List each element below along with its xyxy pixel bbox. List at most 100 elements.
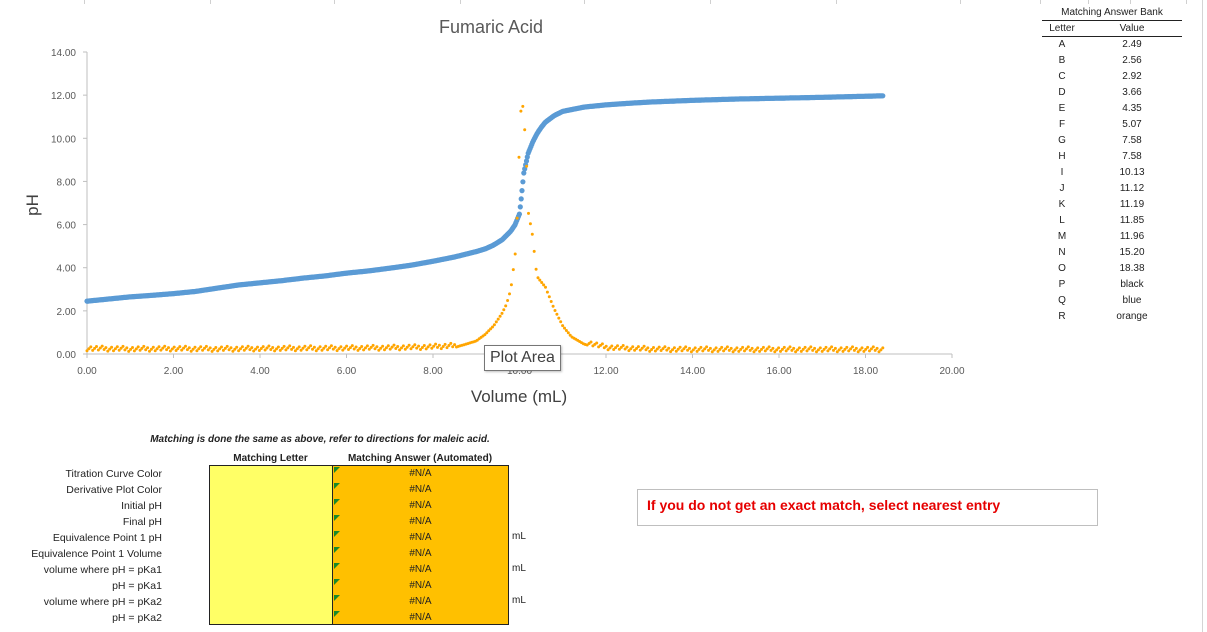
matching-unit (512, 609, 526, 625)
answer-bank-row[interactable]: N 15.20 (1042, 245, 1182, 261)
answer-bank-value: 2.92 (1122, 71, 1142, 82)
derivative-point (815, 350, 818, 354)
derivative-point (163, 344, 167, 348)
matching-answer-cell[interactable]: #N/A (333, 482, 508, 498)
answer-bank-letter: B (1058, 55, 1066, 66)
answer-bank-row[interactable]: A 2.49 (1042, 37, 1182, 53)
answer-bank-letter: E (1058, 103, 1066, 114)
x-tick-label: 12.00 (593, 366, 618, 377)
answer-bank-row[interactable]: K 11.19 (1042, 197, 1182, 213)
matching-answer-cell[interactable]: #N/A (333, 594, 508, 610)
derivative-point (731, 350, 735, 354)
derivative-series[interactable] (85, 104, 885, 354)
derivative-point (263, 348, 267, 352)
derivative-point (841, 349, 845, 353)
derivative-point (671, 348, 674, 352)
matching-unit (512, 577, 526, 593)
matching-answer-cell[interactable]: #N/A (333, 562, 508, 578)
answer-bank-row[interactable]: H 7.58 (1042, 149, 1182, 165)
derivative-point (792, 346, 796, 350)
message-textbox[interactable]: If you do not get an exact match, select… (637, 489, 1098, 526)
derivative-point (244, 346, 248, 350)
answer-bank-row[interactable]: D 3.66 (1042, 85, 1182, 101)
derivative-point (610, 344, 614, 348)
matching-answer-cell[interactable]: #N/A (333, 466, 508, 482)
derivative-point (837, 348, 841, 352)
derivative-point (566, 331, 570, 335)
derivative-point (688, 346, 691, 350)
derivative-point (280, 346, 284, 350)
derivative-point (805, 349, 809, 353)
matching-answer-cell[interactable]: #N/A (333, 578, 508, 594)
derivative-point (206, 348, 210, 352)
derivative-point (705, 345, 709, 349)
derivative-point (532, 249, 536, 253)
answer-bank-row[interactable]: M 11.96 (1042, 229, 1182, 245)
derivative-point (780, 347, 784, 351)
answer-bank-row[interactable]: F 5.07 (1042, 117, 1182, 133)
derivative-point (208, 346, 212, 350)
answer-bank-row[interactable]: B 2.56 (1042, 53, 1182, 69)
derivative-point (225, 344, 229, 348)
derivative-point (650, 348, 654, 351)
derivative-point (733, 348, 737, 352)
derivative-point (796, 348, 799, 352)
derivative-point (191, 347, 195, 351)
answer-bank-row[interactable]: J 11.12 (1042, 181, 1182, 197)
derivative-point (600, 342, 604, 346)
derivative-point (727, 348, 731, 352)
titration-curve-series[interactable] (84, 93, 886, 304)
x-tick-label: 20.00 (939, 366, 964, 377)
derivative-point (839, 346, 843, 350)
answer-bank-row[interactable]: O 18.38 (1042, 261, 1182, 277)
derivative-point (858, 348, 862, 352)
y-tick-label: 6.00 (57, 221, 77, 232)
error-indicator-icon (334, 467, 340, 473)
derivative-point (384, 346, 388, 350)
answer-bank-value: 7.58 (1122, 151, 1142, 162)
answer-bank-row[interactable]: L 11.85 (1042, 213, 1182, 229)
derivative-point (367, 347, 371, 351)
answer-bank-letter: L (1059, 215, 1065, 226)
derivative-point (96, 348, 100, 352)
derivative-point (754, 348, 758, 352)
derivative-point (210, 349, 214, 353)
derivative-point (108, 347, 112, 351)
derivative-point (674, 349, 678, 353)
answer-bank-letter: R (1058, 311, 1066, 322)
answer-bank-row[interactable]: G 7.58 (1042, 133, 1182, 149)
y-axis-title: pH (23, 194, 42, 216)
derivative-point (322, 346, 326, 350)
matching-letter-input-range[interactable] (209, 465, 333, 625)
derivative-point (257, 349, 261, 352)
matching-answer-cell[interactable]: #N/A (333, 498, 508, 514)
derivative-point (403, 347, 407, 351)
column-header-strip (0, 0, 1207, 4)
derivative-point (557, 316, 561, 320)
matching-answer-cell[interactable]: #N/A (333, 610, 508, 626)
derivative-point (737, 349, 741, 353)
derivative-point (98, 346, 102, 350)
answer-bank-row[interactable]: I 10.13 (1042, 165, 1182, 181)
derivative-point (371, 343, 375, 347)
titration-point (521, 170, 527, 176)
derivative-point (254, 347, 258, 351)
answer-bank-row[interactable]: C 2.92 (1042, 69, 1182, 85)
derivative-point (835, 350, 839, 354)
derivative-point (786, 347, 790, 351)
derivative-point (424, 347, 428, 351)
derivative-point (104, 346, 108, 350)
derivative-point (663, 345, 667, 349)
matching-answer-cell[interactable]: #N/A (333, 530, 508, 546)
derivative-point (672, 346, 676, 350)
matching-answer-cell[interactable]: #N/A (333, 546, 508, 562)
matching-answer-cell[interactable]: #N/A (333, 514, 508, 530)
answer-bank-row[interactable]: E 4.35 (1042, 101, 1182, 117)
derivative-point (718, 347, 722, 351)
titration-chart[interactable]: Fumaric Acid pH Volume (mL) 0.00 2.00 4.00… (0, 0, 1020, 420)
derivative-point (170, 347, 174, 351)
derivative-point (282, 344, 286, 348)
